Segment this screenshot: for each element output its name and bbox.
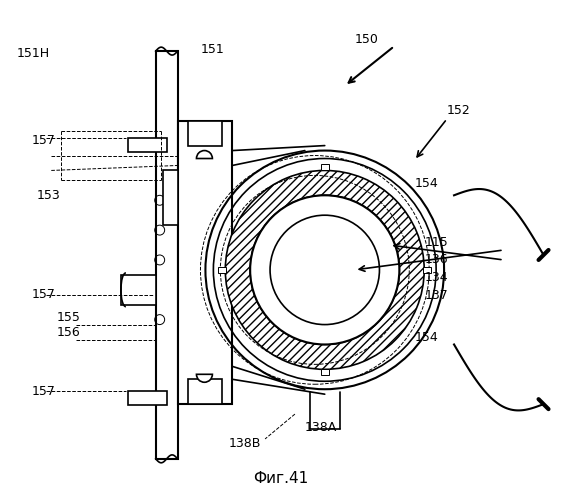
Text: 157: 157 xyxy=(31,134,55,147)
Bar xyxy=(156,51,178,459)
Text: 138A: 138A xyxy=(305,420,337,434)
Bar xyxy=(188,380,223,404)
Text: 154: 154 xyxy=(414,177,438,190)
Text: 150: 150 xyxy=(355,32,378,46)
Text: 151H: 151H xyxy=(16,46,49,60)
Text: 152: 152 xyxy=(447,104,471,118)
Text: 157: 157 xyxy=(31,384,55,398)
Bar xyxy=(178,120,232,404)
Text: 157: 157 xyxy=(31,288,55,301)
Bar xyxy=(321,164,329,170)
Wedge shape xyxy=(225,170,424,370)
Bar xyxy=(219,267,226,273)
Circle shape xyxy=(250,196,400,344)
Wedge shape xyxy=(197,150,212,158)
Bar xyxy=(423,267,431,273)
Text: 156: 156 xyxy=(56,326,80,339)
Text: 138B: 138B xyxy=(228,438,261,450)
Bar xyxy=(162,170,178,225)
Bar xyxy=(188,120,223,146)
Bar xyxy=(128,391,167,405)
Text: 115: 115 xyxy=(424,236,448,248)
Text: 137: 137 xyxy=(424,289,448,302)
Circle shape xyxy=(270,215,379,324)
Text: 151: 151 xyxy=(201,42,224,56)
Text: 154: 154 xyxy=(414,331,438,344)
Text: 136: 136 xyxy=(424,254,448,266)
Bar xyxy=(128,138,167,151)
Text: 134: 134 xyxy=(424,272,448,284)
Bar xyxy=(121,275,156,304)
Text: 153: 153 xyxy=(37,189,60,202)
Text: 155: 155 xyxy=(56,311,80,324)
Wedge shape xyxy=(197,374,212,382)
Text: Фиг.41: Фиг.41 xyxy=(253,471,309,486)
Bar xyxy=(321,370,329,376)
